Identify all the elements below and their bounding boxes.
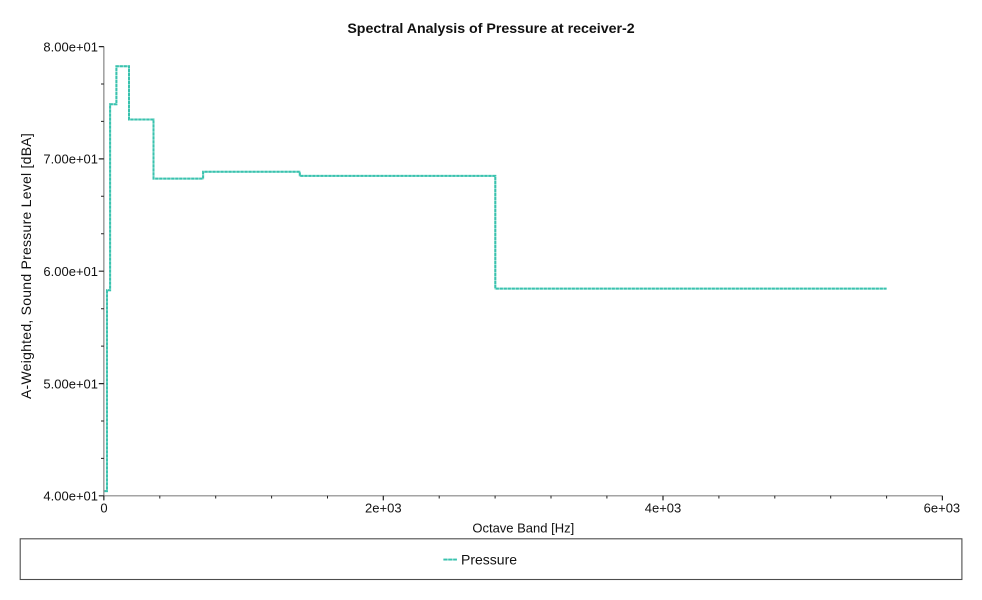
svg-text:Spectral Analysis of Pressure: Spectral Analysis of Pressure at receive… [347,21,634,37]
svg-text:8.00e+01: 8.00e+01 [43,39,98,54]
svg-text:5.00e+01: 5.00e+01 [43,376,98,391]
svg-text:6.00e+01: 6.00e+01 [43,264,98,279]
svg-text:A-Weighted, Sound Pressure Lev: A-Weighted, Sound Pressure Level [dBA] [18,133,34,399]
svg-text:0: 0 [100,500,107,515]
svg-text:2e+03: 2e+03 [365,500,402,515]
svg-text:Pressure: Pressure [461,551,517,567]
svg-text:6e+03: 6e+03 [924,500,961,515]
svg-text:4e+03: 4e+03 [645,500,682,515]
svg-text:7.00e+01: 7.00e+01 [43,152,98,167]
svg-text:4.00e+01: 4.00e+01 [43,489,98,504]
svg-text:Octave Band [Hz]: Octave Band [Hz] [472,520,574,535]
